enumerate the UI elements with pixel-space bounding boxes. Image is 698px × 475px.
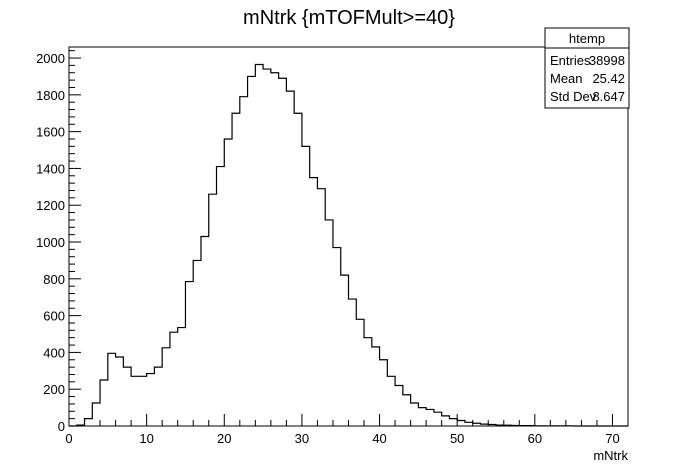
stats-value-mean: 25.42	[592, 71, 625, 86]
y-tick-label: 200	[43, 382, 65, 397]
stats-label-entries: Entries	[550, 53, 591, 68]
y-tick-label: 1000	[36, 235, 65, 250]
chart-title: mNtrk {mTOFMult>=40}	[243, 7, 455, 29]
x-tick-label: 0	[65, 431, 72, 446]
y-tick-label: 1800	[36, 88, 65, 103]
stats-label-stddev: Std Dev	[550, 89, 597, 104]
histogram-series	[69, 63, 628, 427]
x-tick-label: 40	[372, 431, 386, 446]
stats-label-mean: Mean	[550, 71, 583, 86]
y-axis: 0 200 400 600 800 1000 1200 1400 1600 1800 2000	[36, 50, 81, 434]
stats-box-name: htemp	[569, 31, 605, 46]
y-tick-label: 600	[43, 309, 65, 324]
x-tick-label: 30	[295, 431, 309, 446]
stats-box-frame	[544, 27, 630, 109]
plot-frame	[68, 46, 629, 427]
stats-box: htemp Entries 38998 Mean 25.42 Std Dev 8…	[544, 27, 630, 109]
stats-value-entries: 38998	[589, 53, 625, 68]
x-axis-title: mNtrk	[593, 448, 628, 463]
x-tick-label: 20	[217, 431, 231, 446]
x-tick-label: 60	[528, 431, 542, 446]
y-tick-label: 1600	[36, 125, 65, 140]
y-tick-label: 0	[58, 419, 65, 434]
stats-value-stddev: 8.647	[592, 89, 625, 104]
x-tick-label: 50	[450, 431, 464, 446]
x-tick-label: 10	[139, 431, 153, 446]
x-axis: 0 10 20 30 40 50 60 70	[65, 414, 629, 446]
y-tick-label: 1200	[36, 198, 65, 213]
y-tick-label: 2000	[36, 51, 65, 66]
y-tick-label: 1400	[36, 161, 65, 176]
x-tick-label: 70	[605, 431, 619, 446]
y-tick-label: 800	[43, 272, 65, 287]
y-tick-label: 400	[43, 345, 65, 360]
